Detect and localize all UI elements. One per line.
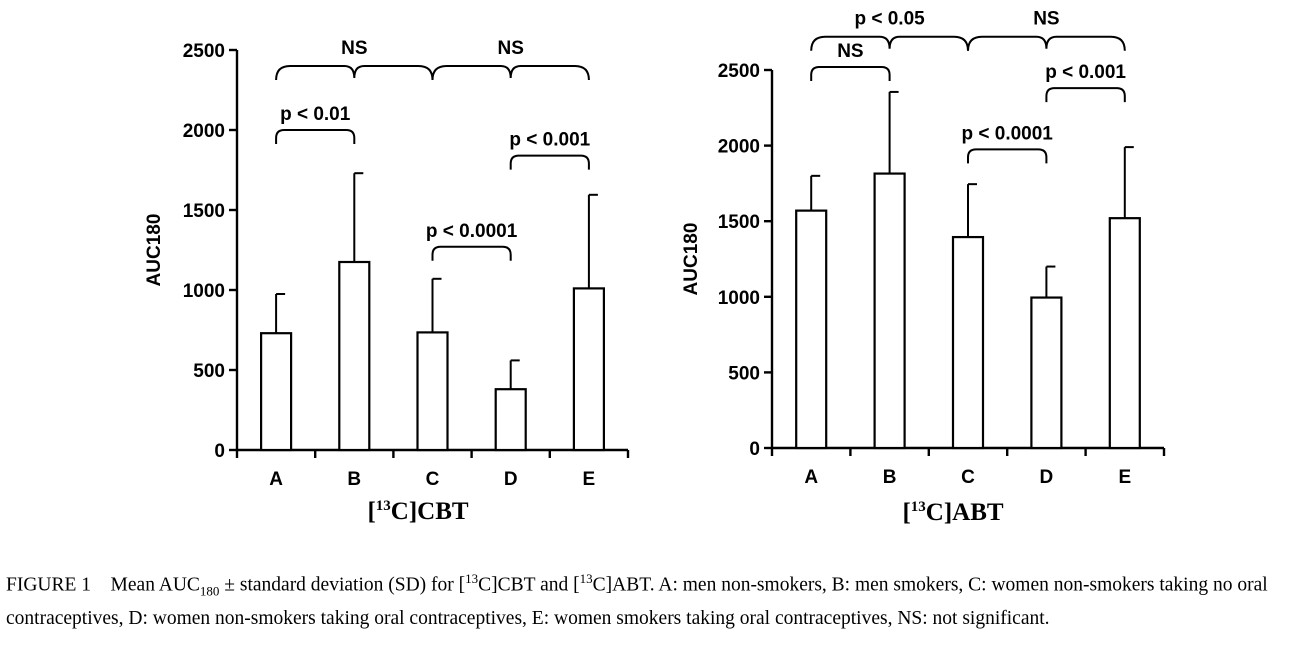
x-tick-label: C bbox=[961, 467, 975, 488]
x-axis-label-bracket: [ bbox=[367, 498, 375, 525]
x-axis-label-bracket: [ bbox=[902, 499, 910, 526]
caption-text-2: ± standard deviation (SD) for [ bbox=[219, 574, 466, 596]
x-axis-label: [13C]CBT bbox=[367, 498, 468, 525]
bar-A bbox=[260, 332, 293, 452]
x-tick-label: B bbox=[883, 467, 897, 488]
significance-label: p < 0.001 bbox=[509, 130, 590, 151]
x-tick-label: E bbox=[583, 469, 596, 490]
y-tick-label: 500 bbox=[193, 361, 225, 382]
x-axis-label-superscript: 13 bbox=[911, 499, 926, 515]
significance-label: p < 0.0001 bbox=[426, 221, 518, 242]
x-axis-label-superscript: 13 bbox=[376, 498, 391, 514]
significance-label: NS bbox=[837, 41, 863, 62]
figure-caption: FIGURE 1 Mean AUC180 ± standard deviatio… bbox=[6, 565, 1296, 633]
y-tick-label: 2000 bbox=[183, 121, 225, 142]
significance-bracket bbox=[1045, 87, 1126, 103]
bar-D bbox=[494, 388, 527, 452]
caption-text-1: Mean AUC bbox=[110, 574, 200, 596]
bar-C bbox=[951, 235, 985, 450]
bar-B bbox=[873, 172, 906, 450]
y-tick-label: 1000 bbox=[718, 288, 760, 309]
y-axis-label: AUC180 bbox=[144, 214, 165, 287]
caption-subscript: 180 bbox=[199, 583, 220, 599]
significance-brace bbox=[275, 65, 434, 81]
significance-bracket bbox=[431, 245, 512, 261]
caption-lead: FIGURE 1 bbox=[6, 574, 92, 596]
caption-text-3: C]CBT and [ bbox=[478, 574, 580, 596]
bar-C bbox=[416, 331, 449, 452]
significance-brace bbox=[431, 65, 590, 81]
y-tick-label: 2500 bbox=[718, 61, 760, 82]
y-tick-label: 2000 bbox=[718, 137, 760, 158]
y-tick-label: 2500 bbox=[183, 41, 225, 62]
significance-bracket bbox=[509, 154, 590, 170]
bar-A bbox=[795, 209, 828, 450]
x-tick-label: C bbox=[426, 469, 440, 490]
significance-label: NS bbox=[341, 38, 367, 59]
x-tick-label: B bbox=[347, 469, 361, 490]
significance-bracket bbox=[967, 148, 1048, 164]
caption-text-4: C]ABT. A: men non-smokers, B: men smoker… bbox=[6, 574, 1268, 630]
x-tick-label: D bbox=[1040, 467, 1054, 488]
x-tick-label: A bbox=[804, 467, 818, 488]
significance-label: p < 0.0001 bbox=[962, 123, 1054, 144]
y-tick-label: 1500 bbox=[718, 212, 760, 233]
significance-brace bbox=[810, 35, 969, 51]
significance-label: p < 0.01 bbox=[280, 104, 351, 125]
x-tick-label: A bbox=[269, 469, 283, 490]
caption-superscript-1: 13 bbox=[465, 571, 479, 586]
significance-bracket bbox=[810, 65, 891, 81]
significance-label: p < 0.001 bbox=[1045, 62, 1126, 83]
y-tick-label: 1000 bbox=[183, 281, 225, 302]
x-axis-label: [13C]ABT bbox=[902, 499, 1003, 526]
significance-label: NS bbox=[1033, 9, 1059, 30]
bar-E bbox=[1108, 217, 1141, 450]
y-tick-label: 0 bbox=[749, 439, 760, 460]
significance-label: p < 0.05 bbox=[854, 9, 925, 30]
x-tick-label: D bbox=[504, 469, 518, 490]
significance-brace bbox=[967, 35, 1126, 51]
y-axis-label: AUC180 bbox=[681, 223, 702, 296]
bar-B bbox=[338, 260, 371, 452]
bar-E bbox=[572, 287, 606, 452]
caption-superscript-2: 13 bbox=[579, 571, 593, 586]
significance-label: NS bbox=[497, 38, 523, 59]
x-tick-label: E bbox=[1118, 467, 1131, 488]
x-axis-label-compound: C]ABT bbox=[926, 499, 1004, 526]
x-axis-label-compound: C]CBT bbox=[391, 498, 469, 525]
significance-bracket bbox=[275, 129, 356, 144]
chart-abt: 0 500 1000 1500 2000 2500 A B C D E AUC180 [13C]ABT N… bbox=[681, 9, 1166, 526]
y-tick-label: 500 bbox=[728, 363, 760, 384]
y-tick-label: 0 bbox=[214, 441, 225, 462]
y-tick-label: 1500 bbox=[183, 201, 225, 222]
chart-cbt: 0 500 1000 1500 2000 2500 A B C D E AUC180 [13C]CBT p… bbox=[144, 38, 630, 525]
bar-D bbox=[1030, 296, 1063, 450]
